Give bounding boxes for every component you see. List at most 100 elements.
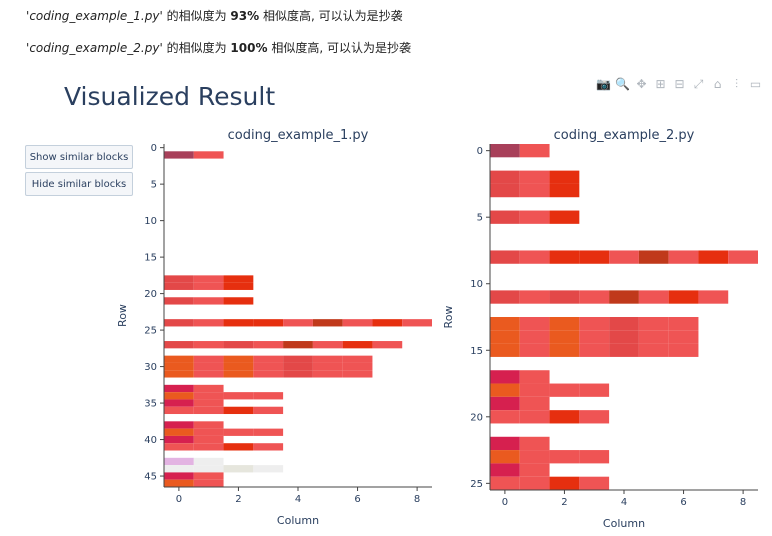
y-tick-label: 30 — [144, 362, 157, 373]
heatmap-cell — [490, 463, 520, 477]
heatmap-cell — [283, 355, 313, 363]
heatmap-cell — [253, 370, 284, 378]
heatmap-cell — [164, 319, 194, 327]
heatmap-cell — [223, 282, 254, 290]
message-text: 的相似度为 — [162, 9, 231, 23]
x-tick-label: 4 — [621, 497, 627, 508]
heatmap-cell — [490, 210, 520, 224]
y-tick-label: 5 — [477, 213, 483, 224]
y-tick-label: 15 — [144, 253, 157, 264]
heatmap-cell — [342, 341, 373, 349]
heatmap-cell — [638, 317, 669, 331]
y-tick-label: 25 — [470, 479, 483, 490]
heatmap-cell — [342, 355, 373, 363]
heatmap-cell — [668, 330, 699, 344]
heatmap-cell — [372, 341, 403, 349]
heatmap-cell — [164, 465, 194, 473]
heatmap-cell — [519, 317, 550, 331]
zoom-out-icon[interactable]: ⊟ — [674, 77, 685, 91]
heatmap-cell — [283, 341, 313, 349]
file-name: coding_example_1.py — [29, 9, 160, 23]
heatmap-cell — [193, 319, 224, 327]
hide-similar-blocks-button[interactable]: Hide similar blocks — [25, 172, 133, 196]
heatmap-cell — [490, 317, 520, 331]
heatmap-cell — [223, 406, 254, 415]
heatmap-cell — [164, 151, 194, 159]
heatmap-cell — [342, 362, 373, 371]
x-tick-label: 2 — [235, 494, 241, 505]
heatmap-cell — [668, 317, 699, 331]
heatmap-cell — [164, 384, 194, 393]
y-tick-label: 15 — [470, 346, 483, 357]
heatmap-cell — [164, 399, 194, 407]
heatmap-cell — [609, 317, 639, 331]
heatmap-cell — [283, 362, 313, 371]
heatmap-cell — [519, 396, 550, 411]
heatmap-cell — [193, 341, 224, 349]
heatmap-cell — [253, 443, 284, 451]
heatmap-cell — [579, 410, 610, 424]
heatmap-cell — [193, 399, 224, 407]
x-axis-label: Column — [277, 514, 319, 527]
heatmap-cell — [164, 421, 194, 429]
compare-icon[interactable]: ▭ — [749, 77, 762, 91]
heatmap-cell — [519, 183, 550, 198]
heatmap-cell — [193, 282, 224, 290]
spike-lines-icon[interactable]: ⫶ — [734, 77, 738, 91]
x-tick-label: 0 — [176, 494, 182, 505]
heatmap-cell — [638, 343, 669, 357]
heatmap-cell — [519, 330, 550, 344]
heatmap-cell — [579, 317, 610, 331]
y-tick-label: 10 — [144, 216, 157, 227]
y-tick-label: 20 — [470, 412, 483, 423]
heatmap-cell — [519, 450, 550, 464]
heatmap-cell — [519, 210, 550, 224]
autoscale-icon[interactable]: ⤢ — [693, 77, 704, 91]
heatmap-cell — [579, 343, 610, 357]
y-tick-label: 20 — [144, 289, 157, 300]
message-tail: 相似度高, 可以认为是抄袭 — [267, 41, 411, 55]
file-name: coding_example_2.py — [29, 41, 160, 55]
y-axis-label: Row — [116, 304, 129, 327]
heatmap-cell — [342, 319, 373, 327]
heatmap-cell — [638, 330, 669, 344]
heatmap-cell — [193, 297, 224, 305]
x-tick-label: 0 — [502, 497, 508, 508]
heatmap-cell — [549, 317, 580, 331]
heatmap-cell — [253, 355, 284, 363]
heatmap-cell — [193, 392, 224, 400]
camera-icon[interactable]: 📷 — [596, 77, 611, 91]
heatmap-cell — [312, 319, 343, 327]
home-icon[interactable]: ⌂ — [713, 77, 722, 91]
heatmap-cell — [164, 472, 194, 480]
heatmap-cell — [223, 355, 254, 363]
y-tick-label: 45 — [144, 472, 157, 483]
heatmap-cell — [312, 370, 343, 378]
heatmap-cell — [490, 370, 520, 384]
subplot-title: coding_example_2.py — [554, 128, 695, 143]
heatmap-cell — [164, 435, 194, 444]
y-axis-label: Row — [442, 306, 455, 329]
subplot-title: coding_example_1.py — [228, 128, 369, 143]
heatmap-cell — [549, 450, 580, 464]
heatmap-cell — [223, 465, 254, 473]
heatmap-panel-2: 0 2 4 6 8 0 5 10 15 20 25 coding_example_2.py Column… — [442, 128, 758, 530]
pan-icon[interactable]: ✥ — [636, 77, 647, 91]
heatmap-cell — [164, 370, 194, 378]
heatmap-cell — [490, 183, 520, 198]
zoom-in-icon[interactable]: ⊞ — [655, 77, 666, 91]
heatmap-cell — [164, 406, 194, 415]
heatmap-panel-1: 0 2 4 6 8 0 5 10 15 20 25 30 35 40 45 coding_example_1.… — [116, 128, 432, 527]
x-tick-label: 8 — [740, 497, 746, 508]
heatmap-cell — [223, 443, 254, 451]
show-similar-blocks-button[interactable]: Show similar blocks — [25, 145, 133, 169]
heatmap-cell — [193, 384, 224, 393]
zoom-icon[interactable]: 🔍 — [615, 77, 630, 91]
heatmap-cell — [519, 383, 550, 397]
heatmap-cell — [193, 457, 224, 466]
heatmap-cell — [490, 170, 520, 184]
heatmap-cell — [193, 151, 224, 159]
y-tick-label: 0 — [477, 146, 483, 157]
heatmap-cell — [223, 428, 254, 436]
heatmap-cell — [549, 210, 580, 224]
